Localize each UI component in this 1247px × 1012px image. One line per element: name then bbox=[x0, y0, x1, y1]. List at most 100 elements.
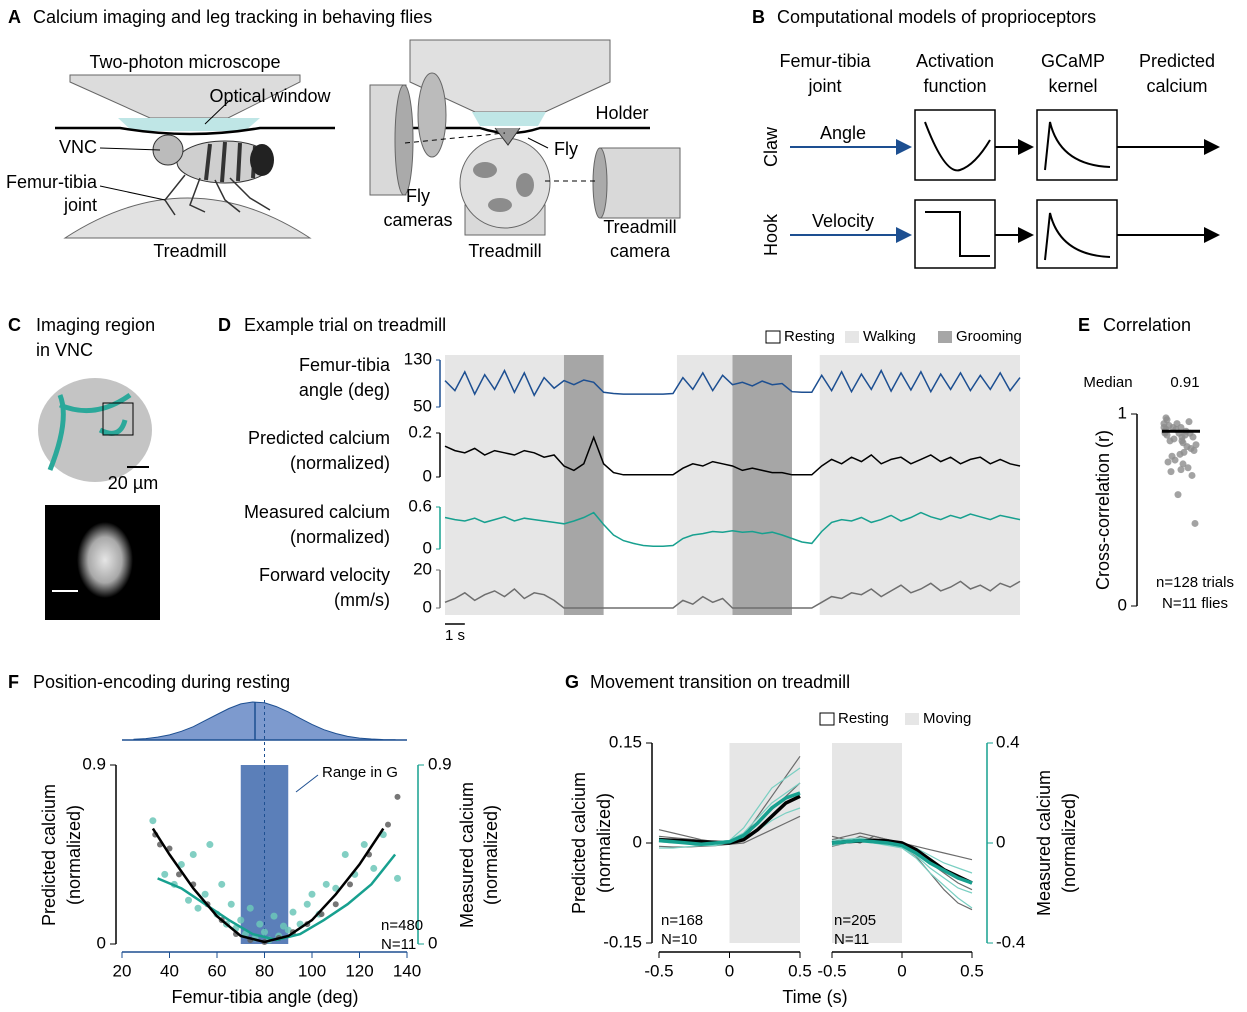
state-band bbox=[733, 355, 792, 615]
leader-line bbox=[100, 148, 160, 150]
x-axis-title: Femur-tibia angle (deg) bbox=[171, 987, 358, 1007]
y2-tick-label: 0 bbox=[428, 933, 437, 952]
measured-point bbox=[256, 921, 263, 928]
label: Treadmill bbox=[603, 217, 676, 237]
measured-point bbox=[218, 881, 225, 888]
measured-point bbox=[202, 891, 209, 898]
measured-point bbox=[190, 851, 197, 858]
panel-title: Imaging region bbox=[36, 315, 155, 335]
legend-label: Walking bbox=[863, 328, 916, 345]
box bbox=[1037, 200, 1117, 268]
y-tick-label: 1 bbox=[1118, 403, 1127, 422]
panel-letter: D bbox=[218, 315, 231, 335]
window-shape bbox=[472, 112, 546, 126]
y2-tick-label: 0.9 bbox=[428, 754, 452, 773]
label: Optical window bbox=[209, 86, 331, 106]
trial-point bbox=[1172, 457, 1179, 464]
state-band bbox=[677, 355, 733, 615]
legend-swatch bbox=[766, 331, 780, 343]
trial-point bbox=[1175, 491, 1182, 498]
ball-spot bbox=[516, 173, 534, 197]
scale-label: 5 µm bbox=[51, 598, 85, 615]
row-label: Claw bbox=[761, 126, 781, 167]
state-band bbox=[792, 355, 820, 615]
panel-title: Correlation bbox=[1103, 315, 1191, 335]
trace-label: (normalized) bbox=[290, 527, 390, 547]
x-tick-label: 20 bbox=[113, 961, 132, 980]
box bbox=[1037, 110, 1117, 180]
y2-tick-label: -0.4 bbox=[996, 932, 1025, 951]
y-tick-label: 0 bbox=[1118, 595, 1127, 614]
measured-point bbox=[290, 909, 297, 916]
note: N=11 flies bbox=[1162, 595, 1228, 612]
x-tick-label: -0.5 bbox=[644, 961, 673, 980]
leader-line bbox=[100, 186, 165, 200]
y-tick-label: 0.2 bbox=[408, 422, 432, 441]
y-tick-label: 0 bbox=[423, 538, 432, 557]
legend-label: Resting bbox=[838, 710, 889, 727]
trial-point bbox=[1168, 468, 1175, 475]
panel-letter: C bbox=[8, 315, 21, 335]
predicted-point bbox=[395, 794, 401, 800]
input-label: Angle bbox=[820, 123, 866, 143]
y2-axis-title: Measured calcium bbox=[457, 782, 477, 928]
measured-point bbox=[149, 817, 156, 824]
x-tick-label: 120 bbox=[345, 961, 373, 980]
legend-label: Moving bbox=[923, 710, 971, 727]
y-tick-label: 0 bbox=[633, 832, 642, 851]
measured-point bbox=[195, 905, 202, 912]
measured-point bbox=[342, 851, 349, 858]
measured-point bbox=[309, 891, 316, 898]
trial-point bbox=[1177, 451, 1184, 458]
predicted-point bbox=[333, 901, 339, 907]
panel-title: Movement transition on treadmill bbox=[590, 672, 850, 692]
y-tick-label: 50 bbox=[413, 396, 432, 415]
column-header: calcium bbox=[1146, 76, 1207, 96]
trace-label: Measured calcium bbox=[244, 502, 390, 522]
measured-point bbox=[361, 841, 368, 848]
fly-abdomen bbox=[250, 144, 274, 176]
x-tick-label: 60 bbox=[208, 961, 227, 980]
x-tick-label: 140 bbox=[393, 961, 421, 980]
trial-point bbox=[1192, 520, 1199, 527]
measured-point bbox=[271, 913, 278, 920]
y-axis-title: (normalized) bbox=[594, 793, 614, 893]
y-tick-label: 130 bbox=[404, 349, 432, 368]
label: Femur-tibia bbox=[6, 172, 98, 192]
panel-letter: A bbox=[8, 7, 21, 27]
x-tick-label: 80 bbox=[255, 961, 274, 980]
y-tick-label: 0.15 bbox=[609, 732, 642, 751]
ball-spot bbox=[488, 198, 512, 212]
note: N=11 bbox=[381, 936, 416, 953]
label: cameras bbox=[383, 210, 452, 230]
trial-point bbox=[1189, 472, 1196, 479]
trial-point bbox=[1179, 437, 1186, 444]
label: joint bbox=[63, 195, 97, 215]
camera-lens bbox=[418, 73, 446, 157]
y-tick-label: 0 bbox=[423, 466, 432, 485]
y-tick-label: 20 bbox=[413, 559, 432, 578]
label: Fly bbox=[406, 186, 430, 206]
label: VNC bbox=[59, 137, 97, 157]
label: Treadmill bbox=[153, 241, 226, 261]
x-tick-label: 0 bbox=[725, 961, 734, 980]
label: Two-photon microscope bbox=[89, 52, 280, 72]
activation-curve bbox=[925, 212, 990, 256]
legend-swatch bbox=[938, 331, 952, 343]
note: N=10 bbox=[661, 931, 697, 948]
panel-title: Calcium imaging and leg tracking in beha… bbox=[33, 7, 432, 27]
trial-point bbox=[1193, 441, 1200, 448]
activation-curve bbox=[925, 122, 990, 170]
measured-point bbox=[323, 881, 330, 888]
camera-lens bbox=[395, 85, 413, 195]
label: Fly bbox=[554, 139, 578, 159]
measured-point bbox=[394, 875, 401, 882]
x-tick-label: 100 bbox=[298, 961, 326, 980]
scale-label: 1 s bbox=[445, 627, 465, 644]
y-tick-label: 0 bbox=[423, 597, 432, 616]
trace-label: (mm/s) bbox=[334, 590, 390, 610]
predicted-point bbox=[385, 822, 391, 828]
measured-point bbox=[237, 917, 244, 924]
panel-title: Position-encoding during resting bbox=[33, 672, 290, 692]
vnc-images bbox=[38, 378, 160, 620]
